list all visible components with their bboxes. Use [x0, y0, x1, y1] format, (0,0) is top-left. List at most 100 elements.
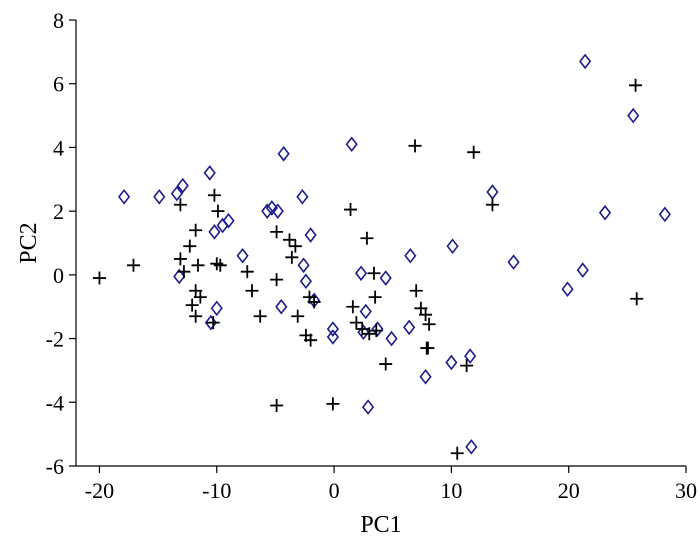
- plus-point: [191, 258, 205, 272]
- diamond-point: [419, 368, 432, 385]
- plus-point: [630, 292, 644, 306]
- diamond-point: [445, 354, 458, 371]
- plus-point: [368, 290, 382, 304]
- diamond-point: [465, 439, 478, 455]
- plus-point: [206, 316, 220, 330]
- diamond-point: [118, 189, 131, 205]
- diamond-point: [362, 399, 375, 415]
- diamond-point: [275, 298, 288, 315]
- plus-point: [183, 239, 197, 253]
- diamond-point: [576, 262, 589, 278]
- plus-point: [362, 327, 376, 341]
- plus-point: [283, 233, 296, 247]
- diamond-point: [486, 184, 499, 200]
- x-tick-label: -10: [202, 478, 231, 503]
- diamond-point: [357, 324, 370, 341]
- plus-point: [422, 317, 436, 331]
- plus-point: [126, 258, 140, 272]
- diamond-point: [326, 329, 339, 345]
- plus-point: [173, 198, 187, 212]
- diamond-point: [261, 203, 274, 219]
- plus-point: [369, 324, 383, 338]
- plus-point: [285, 250, 299, 264]
- plus-point: [173, 252, 187, 266]
- y-tick-label: 8: [53, 8, 64, 33]
- diamond-point: [297, 257, 310, 274]
- diamond-point: [271, 203, 284, 219]
- y-ticks: -6 -4 -2 0 2 4 6 8: [46, 8, 76, 479]
- diamond-point: [203, 165, 216, 181]
- plus-point: [253, 309, 267, 323]
- plus-point: [360, 231, 374, 245]
- x-tick-label: 30: [675, 478, 697, 503]
- plus-point: [270, 398, 284, 412]
- diamond-point: [658, 206, 671, 223]
- plus-point: [355, 322, 369, 336]
- plus-point: [326, 397, 340, 411]
- diamond-point: [153, 189, 166, 205]
- plus-point: [291, 309, 305, 323]
- plus-point: [408, 139, 422, 153]
- plus-point: [450, 446, 464, 460]
- diamond-point: [345, 136, 358, 153]
- x-axis-title: PC1: [360, 512, 401, 538]
- diamond-point: [507, 254, 520, 270]
- plus-point: [485, 198, 499, 212]
- plus-point: [177, 265, 191, 279]
- plus-point: [346, 300, 360, 314]
- plus-point: [211, 204, 225, 218]
- diamond-point: [561, 281, 574, 297]
- diamond-point: [326, 321, 339, 337]
- plus-point: [379, 357, 393, 371]
- diamond-point: [579, 53, 592, 70]
- diamond-point: [304, 227, 317, 243]
- diamond-point: [371, 321, 384, 337]
- y-tick-label: -2: [46, 327, 64, 352]
- diamond-point: [176, 177, 189, 194]
- y-tick-label: -4: [46, 390, 64, 415]
- diamond-point: [359, 303, 372, 320]
- diamond-point: [173, 268, 186, 285]
- plus-point: [245, 284, 259, 298]
- plus-point: [189, 223, 203, 237]
- diamond-point: [598, 204, 612, 221]
- plus-point: [193, 290, 207, 304]
- plus-point: [421, 341, 435, 355]
- diamond-point: [210, 300, 223, 317]
- plus-point: [189, 309, 203, 323]
- plus-point: [409, 284, 423, 298]
- x-tick-label: 20: [558, 478, 580, 503]
- x-tick-label: 10: [440, 478, 462, 503]
- y-tick-label: 4: [53, 135, 64, 160]
- plus-point: [240, 265, 254, 279]
- plus-point: [307, 295, 321, 309]
- y-tick-label: -6: [46, 454, 64, 479]
- y-tick-label: 2: [53, 199, 64, 224]
- plus-point: [367, 266, 381, 280]
- plus-point: [213, 258, 227, 272]
- diamond-point: [464, 348, 477, 364]
- x-ticks: -20 -10 0 10 20 30: [85, 466, 697, 503]
- diamond-point: [379, 270, 392, 286]
- plus-point: [419, 308, 433, 322]
- plus-point: [349, 316, 363, 330]
- plus-point: [210, 257, 224, 271]
- plus-point: [344, 203, 357, 217]
- diamond-point: [296, 189, 309, 205]
- diamond-point: [354, 265, 368, 282]
- diamond-point: [265, 200, 278, 216]
- diamond-point: [627, 107, 640, 124]
- plus-point: [270, 273, 284, 287]
- plus-point: [185, 298, 199, 312]
- plus-point: [92, 271, 106, 285]
- diamond-point: [446, 238, 459, 254]
- diamond-point: [170, 185, 183, 202]
- y-tick-label: 0: [53, 263, 64, 288]
- diamond-point: [385, 330, 398, 347]
- plus-point: [460, 359, 474, 373]
- axes: [75, 20, 686, 467]
- diamond-point: [403, 319, 416, 336]
- x-tick-label: 0: [329, 478, 340, 503]
- diamond-point: [204, 314, 217, 331]
